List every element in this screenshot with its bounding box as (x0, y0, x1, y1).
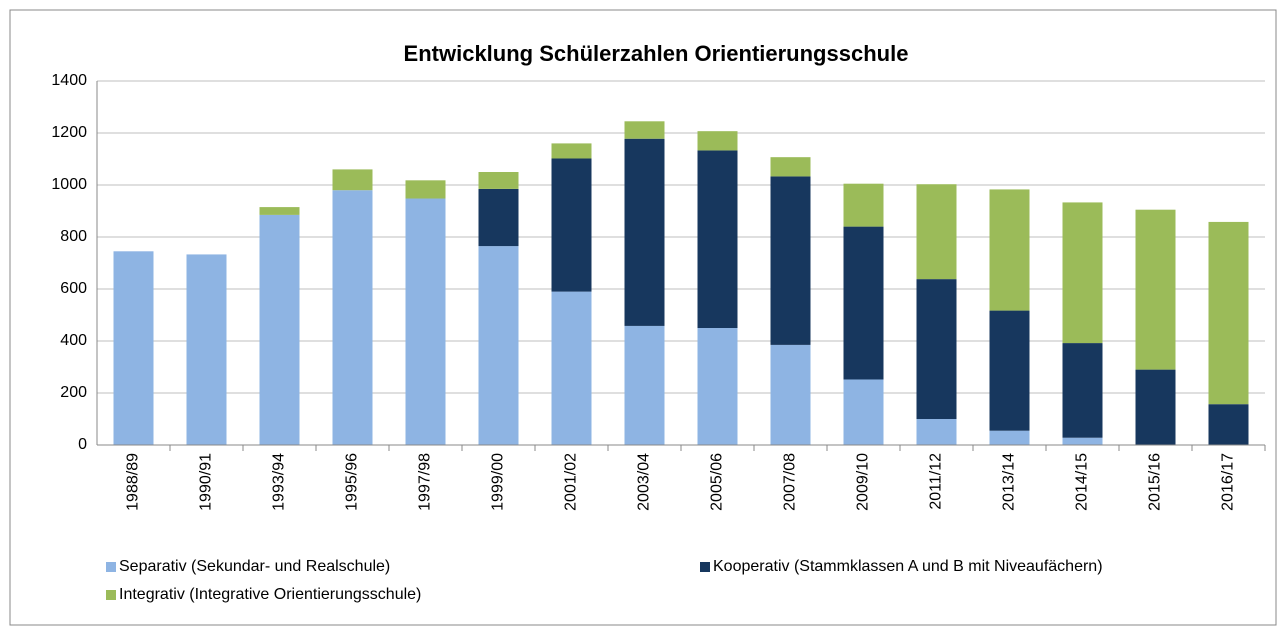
x-tick-label: 1999/00 (490, 453, 507, 511)
y-tick-label: 200 (60, 384, 87, 401)
bar-segment (1062, 343, 1103, 438)
bar-segment (916, 279, 957, 419)
legend-label: Separativ (Sekundar- und Realschule) (119, 558, 390, 575)
y-tick-label: 1200 (51, 124, 87, 141)
x-tick-label: 2003/04 (636, 453, 653, 511)
x-tick-label: 1997/98 (417, 453, 434, 511)
x-tick-label: 2011/12 (928, 453, 945, 510)
bar-segment (770, 157, 811, 177)
bar-segment (1135, 369, 1176, 445)
y-tick-label: 0 (78, 436, 87, 453)
bar-segment (624, 138, 665, 326)
bar-segment (551, 158, 592, 292)
legend-label: Kooperativ (Stammklassen A und B mit Niv… (713, 558, 1103, 575)
bar-segment (405, 198, 446, 445)
chart-title: Entwicklung Schülerzahlen Orientierungss… (404, 41, 909, 66)
bar-segment (843, 226, 884, 380)
y-tick-label: 1400 (51, 72, 87, 89)
y-tick-label: 600 (60, 280, 87, 297)
bar-segment (478, 246, 519, 445)
bar-segment (916, 184, 957, 280)
x-tick-label: 1993/94 (271, 453, 288, 511)
x-tick-label: 2009/10 (855, 453, 872, 511)
x-tick-label: 2007/08 (782, 453, 799, 511)
bar-segment (697, 131, 738, 151)
legend-swatch (700, 562, 710, 572)
legend-swatch (106, 562, 116, 572)
bar-segment (989, 430, 1030, 445)
bar-segment (478, 172, 519, 189)
bar-segment (989, 189, 1030, 311)
bar-segment (332, 169, 373, 191)
bar-segment (697, 328, 738, 445)
x-tick-label: 2013/14 (1001, 453, 1018, 511)
bar-segment (624, 121, 665, 139)
bar-segment (1208, 221, 1249, 405)
bar-segment (259, 207, 300, 215)
bar-segment (697, 150, 738, 328)
bar-segment (989, 310, 1030, 431)
bar-segment (478, 188, 519, 247)
bar-segment (843, 379, 884, 445)
legend-swatch (106, 590, 116, 600)
bar-segment (551, 143, 592, 159)
bar-segment (259, 214, 300, 445)
bar-segment (624, 325, 665, 445)
y-tick-label: 1000 (51, 176, 87, 193)
x-tick-label: 1990/91 (198, 453, 215, 511)
bar-segment (113, 251, 154, 445)
x-tick-label: 2005/06 (709, 453, 726, 511)
bar-segment (1062, 202, 1103, 344)
x-tick-label: 2014/15 (1074, 453, 1091, 511)
bar-segment (1135, 209, 1176, 370)
y-tick-label: 800 (60, 228, 87, 245)
bar-segment (843, 183, 884, 227)
legend-label: Integrativ (Integrative Orientierungssch… (119, 586, 421, 603)
bar-segment (332, 190, 373, 445)
bar-segment (1062, 437, 1103, 445)
x-tick-label: 2016/17 (1220, 453, 1237, 511)
x-tick-label: 1988/89 (125, 453, 142, 511)
bar-segment (1208, 404, 1249, 445)
bar-segment (405, 180, 446, 199)
x-tick-label: 1995/96 (344, 453, 361, 511)
x-tick-label: 2001/02 (563, 453, 580, 511)
bar-segment (916, 419, 957, 445)
x-tick-label: 2015/16 (1147, 453, 1164, 511)
bar-segment (770, 344, 811, 445)
bar-segment (186, 254, 227, 445)
bar-segment (770, 176, 811, 345)
y-tick-label: 400 (60, 332, 87, 349)
bar-segment (551, 291, 592, 445)
